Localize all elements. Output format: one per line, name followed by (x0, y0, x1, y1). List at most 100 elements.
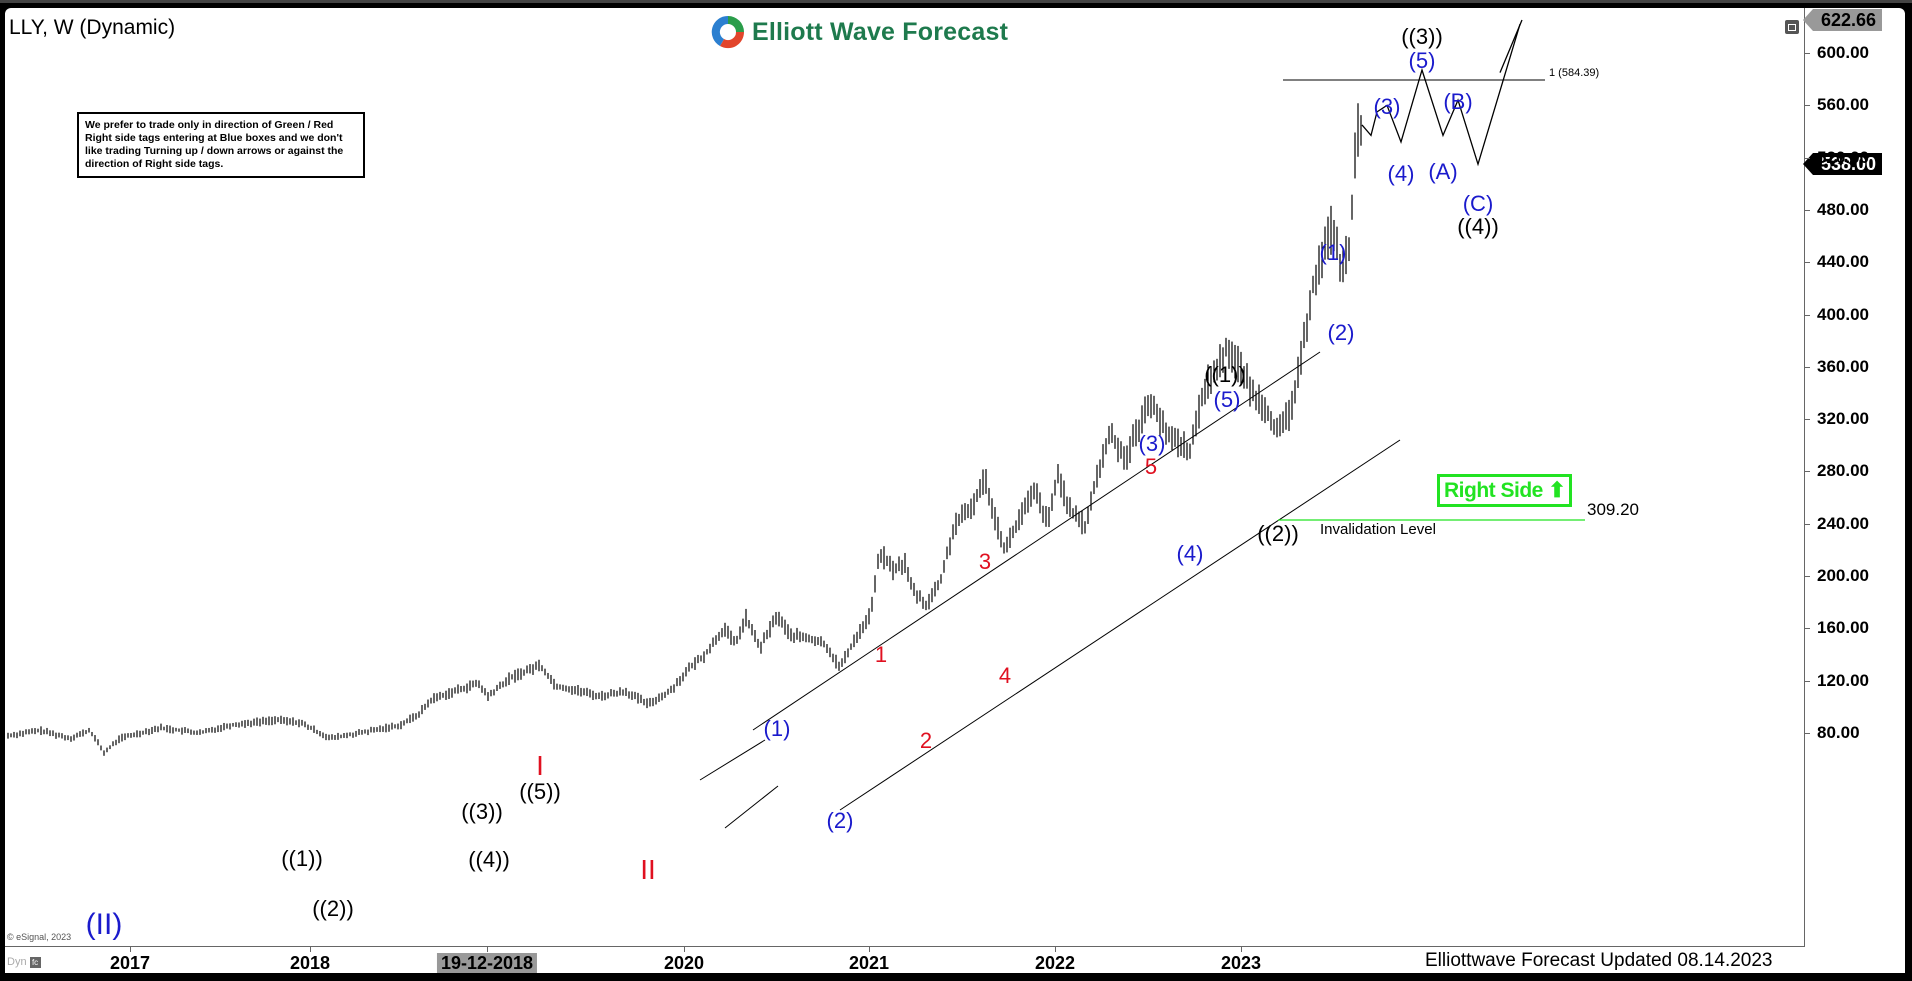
fc-icon[interactable]: fc (29, 956, 41, 968)
wave-label: (C) (1462, 191, 1494, 216)
y-tick-label: 200.00 (1817, 566, 1869, 586)
x-tick-label: 2022 (1034, 953, 1076, 973)
x-tick (1241, 947, 1242, 952)
y-tick (1805, 53, 1810, 54)
trading-notice: We prefer to trade only in direction of … (77, 112, 365, 178)
y-tick-label: 520.00 (1817, 147, 1869, 167)
plot-area[interactable] (5, 8, 1805, 947)
wave-label: ((2)) (312, 896, 354, 921)
diagonal-lower-line (724, 785, 779, 829)
projected-path (1361, 24, 1521, 167)
wave-label: 2 (919, 728, 933, 753)
brand-logo-icon (711, 15, 745, 49)
brand-name: Elliott Wave Forecast (752, 17, 1009, 46)
wave-label: 3 (978, 549, 992, 574)
chart-title: LLY, W (Dynamic) (9, 16, 176, 39)
dyn-indicator[interactable]: Dyn fc (7, 956, 41, 968)
wave-label: ((3)) (461, 799, 503, 824)
wave-label: ((4)) (1457, 214, 1499, 239)
chart-window: LLY, W (Dynamic) Elliott Wave Forecast W… (5, 8, 1905, 973)
right-side-label: Right Side (1444, 479, 1543, 502)
y-tick-label: 240.00 (1817, 513, 1869, 533)
diagonal-upper-line (699, 739, 766, 781)
wave-label: (1) (1319, 240, 1347, 265)
wave-label: (5) (1213, 387, 1241, 412)
y-tick (1805, 628, 1810, 630)
wave-label: ((1)) (1204, 362, 1246, 387)
y-tick-label: 600.00 (1817, 43, 1869, 62)
x-tick (310, 947, 311, 952)
arrow-up-icon: ⬆ (1548, 479, 1566, 502)
wave-label: ((2)) (1257, 521, 1299, 546)
channel-upper-line (752, 351, 1321, 731)
y-tick-label: 160.00 (1817, 618, 1869, 638)
wave-label: 5 (1144, 454, 1158, 479)
y-tick-label: 560.00 (1817, 95, 1869, 115)
channel-lower-line (839, 439, 1401, 811)
wave-label: 1 (874, 642, 888, 667)
wave-label: I (536, 750, 544, 781)
y-tick (1805, 523, 1810, 525)
projection-extension-line (1499, 19, 1523, 73)
wave-label: (II) (85, 908, 123, 941)
y-tick (1805, 471, 1810, 473)
y-tick (1805, 209, 1810, 211)
wave-label: 4 (998, 663, 1012, 688)
y-tick-label: 480.00 (1817, 199, 1869, 219)
y-tick (1805, 262, 1810, 264)
x-tick (684, 947, 685, 952)
wave-label: (1) (763, 716, 791, 741)
updated-label: Elliottwave Forecast Updated 08.14.2023 (1425, 950, 1773, 971)
y-tick (1805, 366, 1810, 368)
y-tick-label: 440.00 (1817, 252, 1869, 272)
y-tick (1805, 733, 1810, 734)
restore-window-icon[interactable] (1785, 20, 1799, 34)
high-price-tag: 622.66 (1802, 9, 1883, 31)
x-tick-label: 2021 (848, 953, 890, 973)
y-tick-label: 280.00 (1817, 461, 1869, 481)
y-tick-label: 120.00 (1817, 670, 1869, 690)
x-tick (130, 947, 131, 952)
x-tick-label: 2017 (109, 953, 151, 973)
wave-label: (2) (826, 808, 854, 833)
x-tick-label: 2023 (1220, 953, 1262, 973)
x-tick-label: 2018 (289, 953, 331, 973)
x-tick (1055, 947, 1056, 952)
x-tick (869, 947, 870, 952)
last-price-tag: 538.00 (1802, 153, 1883, 175)
wave-label: ((3)) (1401, 24, 1443, 49)
top-border (0, 0, 1912, 3)
wave-label: (4) (1176, 541, 1204, 566)
x-tick (487, 947, 488, 952)
y-tick (1805, 157, 1810, 159)
y-tick-label: 400.00 (1817, 304, 1869, 324)
x-crosshair-date: 19-12-2018 (436, 953, 538, 973)
y-tick (1805, 105, 1810, 107)
wave-label: ((4)) (468, 847, 510, 872)
y-tick (1805, 576, 1810, 578)
invalidation-label: Invalidation Level (1320, 521, 1436, 538)
wave-label: (3) (1138, 431, 1166, 456)
y-tick (1805, 314, 1810, 316)
wave-label: (3) (1373, 94, 1401, 119)
y-tick-label: 80.00 (1817, 723, 1860, 742)
y-tick-label: 360.00 (1817, 356, 1869, 376)
wave-label: (5) (1408, 48, 1436, 73)
right-side-tag: Right Side ⬆ (1437, 474, 1573, 507)
dyn-label: Dyn (7, 956, 27, 968)
y-tick-label: 320.00 (1817, 409, 1869, 429)
y-tick (1805, 680, 1810, 682)
wave-label: ((1)) (281, 846, 323, 871)
brand-logo: Elliott Wave Forecast (710, 14, 1008, 50)
wave-label: (B) (1443, 89, 1473, 114)
invalidation-value: 309.20 (1587, 500, 1639, 519)
fib-extension-label: 1 (584.39) (1549, 67, 1600, 79)
x-tick-label: 2020 (663, 953, 705, 973)
wave-label: (4) (1387, 161, 1415, 186)
y-tick (1805, 419, 1810, 421)
wave-label: II (640, 854, 656, 885)
wave-label: ((5)) (519, 779, 561, 804)
esignal-copyright: © eSignal, 2023 (7, 932, 72, 942)
price-chart (7, 19, 1585, 829)
wave-label: (A) (1428, 159, 1458, 184)
